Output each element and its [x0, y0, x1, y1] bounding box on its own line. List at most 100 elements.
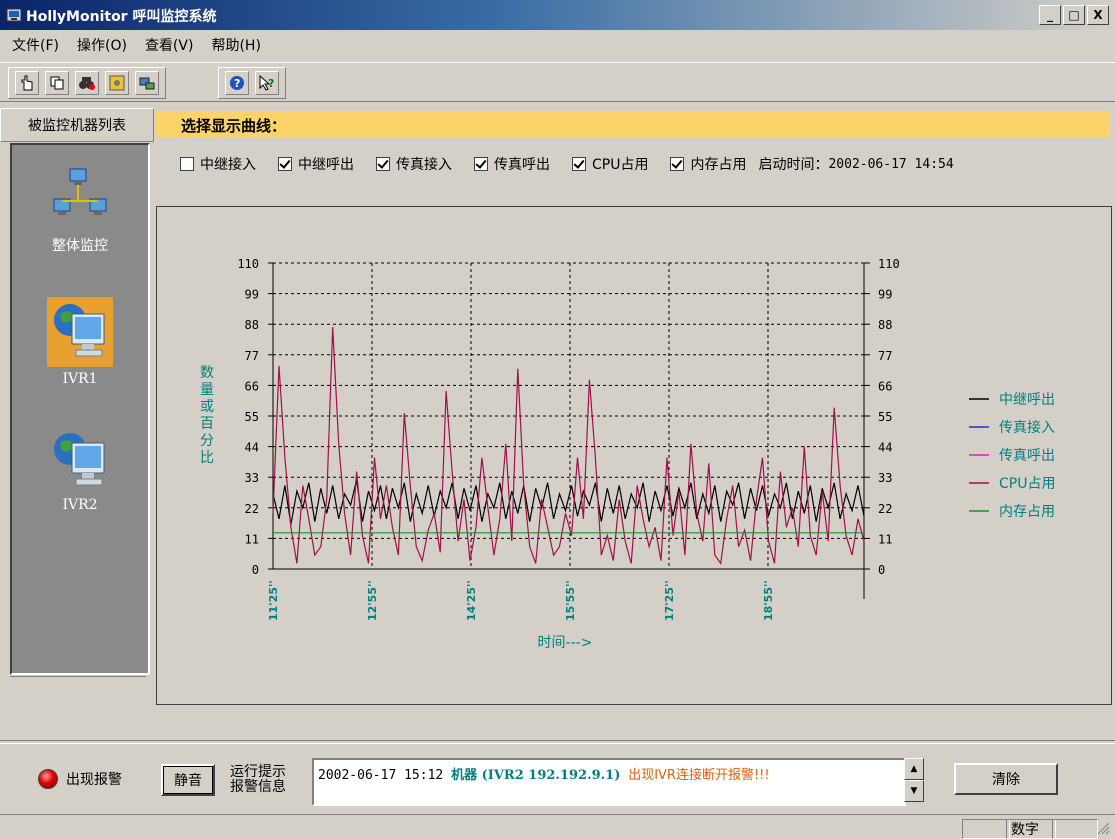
alarm-time: 2002-06-17 15:12	[318, 768, 444, 783]
y-axis-label-char: 分	[200, 433, 214, 449]
nav-item-label: IVR2	[62, 497, 98, 513]
series-line	[272, 326, 865, 565]
menu-file[interactable]: 文件(F)	[12, 38, 59, 54]
curve-select-title: 选择显示曲线：	[181, 117, 287, 135]
status-num-lock: 数字	[1006, 819, 1056, 839]
monitor-icon	[47, 297, 113, 367]
x-tick-label: 12'55''	[366, 580, 379, 621]
left-panel-footer	[10, 676, 146, 737]
y-tick-label-right: 66	[878, 379, 892, 393]
hand-pointer-icon[interactable]	[15, 71, 39, 95]
y-tick-label-right: 99	[878, 288, 892, 302]
help-icon[interactable]: ?	[225, 71, 249, 95]
network-icon[interactable]	[135, 71, 159, 95]
menu-bar: 文件(F) 操作(O) 查看(V) 帮助(H)	[0, 33, 261, 57]
network-icon	[48, 168, 112, 231]
svg-text:?: ?	[268, 77, 274, 90]
scroll-up-icon[interactable]: ▲	[904, 758, 924, 780]
binoculars-icon[interactable]	[75, 71, 99, 95]
y-tick-label-right: 33	[878, 471, 892, 485]
copy-icon[interactable]	[45, 71, 69, 95]
curve-checkbox-row: 中继接入 中继呼出 传真接入 传真呼出 CPU占用 内存占用 启动时间： 200…	[180, 154, 954, 174]
y-tick-label: 77	[245, 349, 259, 363]
y-tick-label: 66	[245, 379, 259, 393]
x-tick-label: 15'55''	[564, 580, 577, 621]
checkbox-box	[376, 157, 390, 171]
y-axis-label-char: 比	[200, 450, 214, 466]
nav-item-overall[interactable]: 整体监控	[12, 165, 148, 255]
menu-operate[interactable]: 操作(O)	[76, 38, 127, 54]
y-tick-label: 33	[245, 471, 259, 485]
minimize-button[interactable]: _	[1039, 5, 1061, 25]
curve-select-header: 选择显示曲线：	[155, 111, 1110, 137]
message-scrollbar[interactable]: ▲ ▼	[904, 758, 924, 802]
y-tick-label-right: 55	[878, 410, 892, 424]
checkbox-memory[interactable]: 内存占用	[670, 154, 746, 174]
y-axis-label-char: 或	[200, 399, 214, 415]
status-panel-empty-2	[1052, 819, 1098, 839]
x-tick-label: 18'55''	[762, 580, 775, 621]
scroll-down-icon[interactable]: ▼	[904, 780, 924, 802]
nav-item-label: IVR1	[62, 371, 98, 387]
resize-grip-icon[interactable]	[1096, 821, 1110, 839]
title-bar: HollyMonitor 呼叫监控系统 _ □ X	[0, 0, 1115, 30]
toolbar: ? ?	[0, 62, 1115, 102]
checkbox-trunk-out[interactable]: 中继呼出	[278, 154, 354, 174]
context-help-icon[interactable]: ?	[255, 71, 279, 95]
y-axis-label-char: 量	[200, 382, 214, 398]
y-tick-label-right: 11	[878, 532, 892, 546]
alarm-message: 2002-06-17 15:12 机器 (IVR2 192.192.9.1) 出…	[318, 764, 770, 783]
y-tick-label: 22	[245, 502, 259, 516]
y-tick-label-right: 22	[878, 502, 892, 516]
status-panel-empty	[962, 819, 1010, 839]
y-tick-label-right: 88	[878, 318, 892, 332]
y-axis-label-char: 百	[200, 416, 214, 432]
close-button[interactable]: X	[1087, 5, 1109, 25]
y-tick-label: 99	[245, 288, 259, 302]
toolbar-group-help: ? ?	[218, 67, 286, 99]
nav-item-ivr2[interactable]: IVR2	[12, 429, 148, 513]
y-tick-label: 55	[245, 410, 259, 424]
y-tick-label: 110	[237, 257, 259, 271]
checkbox-fax-out[interactable]: 传真呼出	[474, 154, 550, 174]
menu-help[interactable]: 帮助(H)	[211, 38, 261, 54]
y-tick-label-right: 77	[878, 349, 892, 363]
machine-list: 整体监控 IVR1 IVR2	[10, 143, 150, 675]
y-tick-label: 0	[252, 563, 259, 577]
alarm-indicator-icon	[38, 769, 58, 789]
mute-button[interactable]: 静音	[161, 764, 215, 796]
x-tick-label: 14'25''	[465, 580, 478, 621]
app-icon	[6, 7, 22, 23]
y-tick-label-right: 0	[878, 563, 885, 577]
settings-icon[interactable]	[105, 71, 129, 95]
window-title: HollyMonitor 呼叫监控系统	[26, 9, 217, 25]
nav-item-ivr1[interactable]: IVR1	[12, 297, 148, 387]
checkbox-box	[572, 157, 586, 171]
menu-view[interactable]: 查看(V)	[144, 38, 194, 54]
machine-list-header: 被监控机器列表	[0, 108, 154, 142]
legend-label: 内存占用	[999, 504, 1055, 520]
maximize-button[interactable]: □	[1063, 5, 1085, 25]
x-tick-label: 11'25''	[267, 580, 280, 621]
checkbox-fax-in[interactable]: 传真接入	[376, 154, 452, 174]
alarm-text: 出现IVR连接断开报警!!!	[628, 768, 770, 783]
legend-label: 传真呼出	[999, 448, 1055, 464]
series-line	[272, 479, 865, 525]
alarm-message-box[interactable]: 2002-06-17 15:12 机器 (IVR2 192.192.9.1) 出…	[312, 758, 906, 806]
legend-label: CPU占用	[999, 476, 1055, 492]
monitor-icon	[50, 433, 110, 493]
status-bar: 数字	[0, 814, 1115, 839]
checkbox-box	[180, 157, 194, 171]
y-tick-label: 44	[245, 441, 259, 455]
svg-text:?: ?	[234, 77, 240, 90]
monitor-chart: 0 0 11 11 22 22 33 33 44 44 55 55 66 66 77 77 88 88 99 99 11…	[200, 257, 1055, 651]
legend-label: 传真接入	[999, 419, 1055, 436]
checkbox-trunk-in[interactable]: 中继接入	[180, 154, 256, 174]
checkbox-box	[670, 157, 685, 171]
y-axis-label-char: 数	[200, 365, 214, 381]
y-tick-label: 88	[245, 318, 259, 332]
x-axis-label: 时间--->	[538, 635, 593, 651]
checkbox-cpu[interactable]: CPU占用	[572, 154, 648, 174]
clear-button[interactable]: 清除	[954, 763, 1058, 795]
legend-label: 中继呼出	[999, 392, 1055, 408]
